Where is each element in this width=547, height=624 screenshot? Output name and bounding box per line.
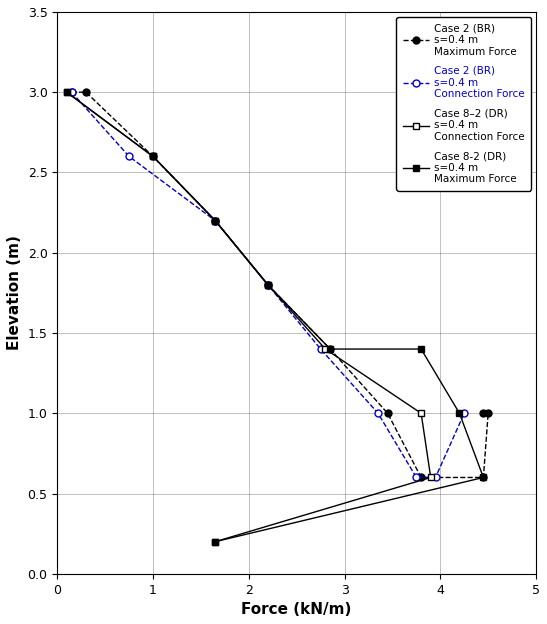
Legend: Case 2 (BR)
s=0.4 m
Maximum Force, Case 2 (BR)
s=0.4 m
Connection Force, Case 8–: Case 2 (BR) s=0.4 m Maximum Force, Case …	[397, 17, 531, 190]
Y-axis label: Elevation (m): Elevation (m)	[7, 235, 22, 350]
X-axis label: Force (kN/m): Force (kN/m)	[241, 602, 352, 617]
